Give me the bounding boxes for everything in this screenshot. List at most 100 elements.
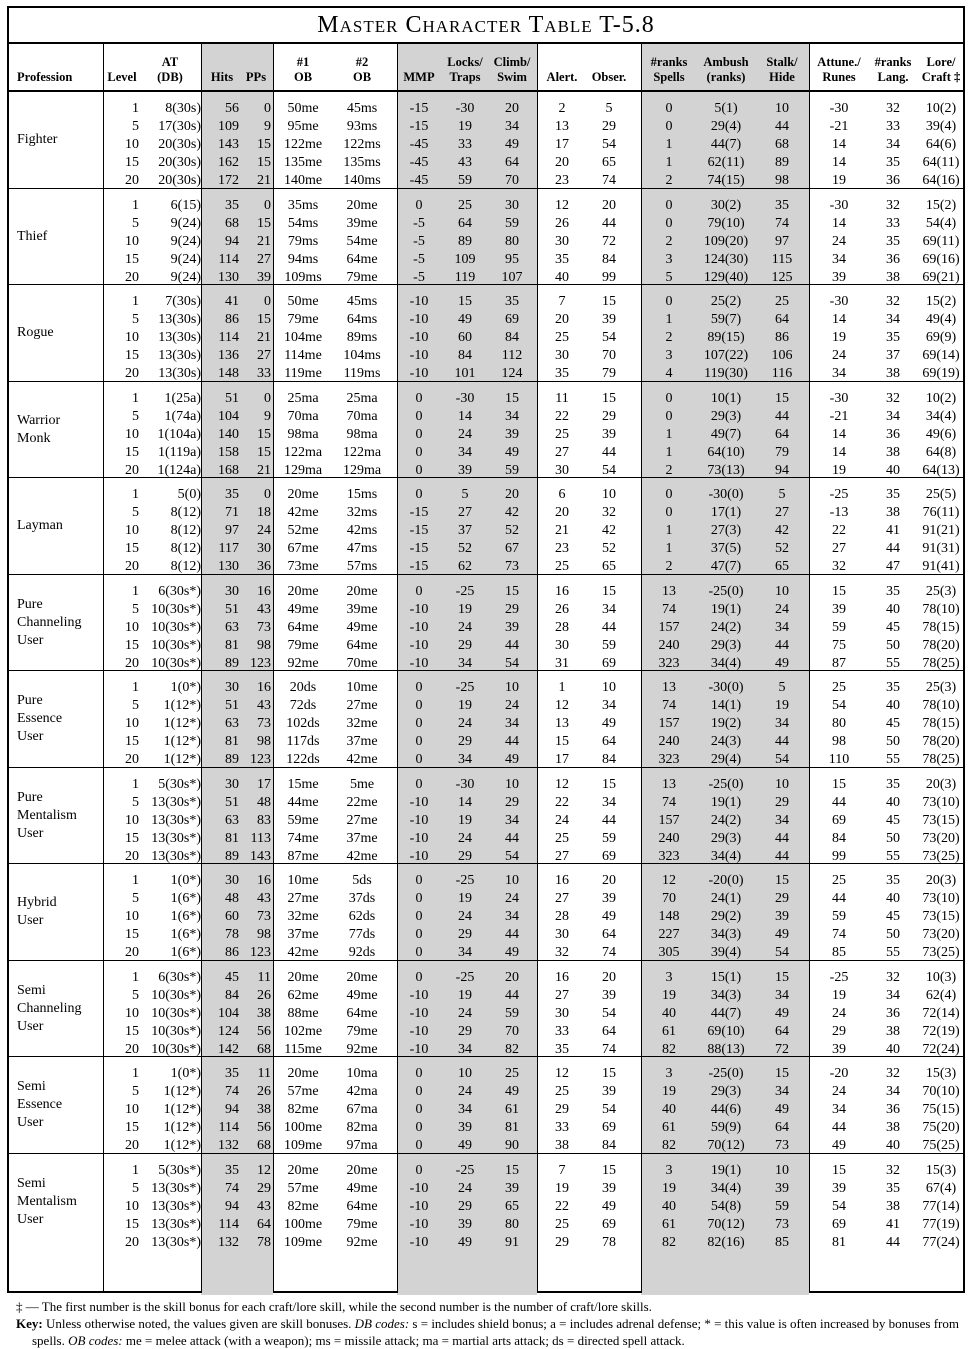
table-cell: 38	[555, 1138, 569, 1153]
table-cell: 78(20)	[922, 637, 960, 653]
table-cell: 1(74a)	[164, 408, 201, 424]
table-cell: 35	[225, 1066, 239, 1081]
table-cell: 24	[775, 601, 789, 617]
table-cell: 15	[257, 426, 271, 442]
table-cell: 39	[832, 1041, 846, 1057]
table-cell: 27me	[346, 698, 378, 713]
table-cell: 98ma	[287, 426, 319, 442]
table-cell: 40	[886, 1138, 900, 1153]
table-cell: 29	[832, 1023, 846, 1039]
table-cell: 1	[665, 541, 673, 556]
table-cell: 34	[602, 794, 616, 810]
table-cell: 79	[775, 444, 789, 460]
table-cell: 54	[602, 137, 616, 152]
table-cell: -25	[829, 487, 849, 502]
table-cell: 69(11)	[922, 233, 960, 249]
table-cell: 2	[665, 559, 673, 574]
table-cell: 50	[886, 734, 900, 749]
table-cell: 10	[505, 680, 519, 695]
table-cell: 39	[458, 1120, 472, 1135]
table-cell: 89	[225, 752, 239, 767]
table-cell: 98	[257, 637, 271, 653]
table-cell: 37me	[346, 830, 378, 846]
table-cell: 1(12*)	[163, 1138, 201, 1153]
table-cell: 124	[501, 366, 523, 381]
table-cell: 76(11)	[922, 505, 960, 520]
column-header: #ranks Lang.	[874, 55, 912, 84]
table-cell: 0	[665, 505, 673, 520]
table-cell: 12	[662, 873, 676, 888]
table-cell: 10(30s*)	[151, 987, 201, 1003]
table-cell: -5	[413, 233, 425, 249]
table-cell: 34	[458, 752, 472, 767]
table-cell: 24	[832, 348, 846, 363]
table-cell: 8(12)	[170, 505, 201, 520]
table-cell: 12	[555, 698, 569, 713]
table-cell: -5	[413, 215, 425, 231]
table-cell: 74	[832, 927, 846, 942]
table-cell: 49	[505, 752, 519, 767]
table-cell: 34	[505, 716, 519, 731]
table-cell: 69	[602, 1120, 616, 1135]
table-cell: 52	[458, 541, 472, 556]
table-cell: 10	[125, 716, 139, 731]
table-cell: 33	[257, 366, 271, 381]
table-cell: 157	[658, 716, 680, 731]
table-cell: 20	[125, 559, 139, 574]
table-cell: 35	[886, 776, 900, 792]
table-cell: 33	[555, 1023, 569, 1039]
table-cell: 34	[458, 444, 472, 460]
table-cell: 34	[505, 119, 519, 134]
table-cell: 72ds	[289, 698, 317, 713]
table-cell: 74	[602, 173, 616, 188]
table-cell: 45	[886, 619, 900, 635]
table-cell: 70me	[346, 655, 378, 671]
table-cell: 32	[832, 559, 846, 574]
table-cell: 44	[505, 637, 519, 653]
table-cell: 49(4)	[925, 312, 957, 327]
table-cell: 30	[225, 873, 239, 888]
table-cell: 54	[505, 848, 519, 864]
table-cell: 16	[257, 583, 271, 599]
table-cell: 143	[250, 848, 271, 864]
table-cell: 10	[125, 1198, 139, 1214]
table-cell: -10	[409, 1234, 429, 1250]
table-cell: 50	[886, 637, 900, 653]
table-cell: 69(9)	[925, 330, 957, 345]
table-cell: 34	[886, 987, 900, 1003]
table-cell: 54	[775, 752, 789, 767]
table-cell: 0	[415, 776, 423, 792]
table-cell: -10	[409, 794, 429, 810]
table-cell: 10	[125, 1102, 139, 1117]
table-cell: 54me	[346, 233, 378, 249]
table-cell: 89	[775, 155, 789, 170]
table-cell: 84	[602, 752, 616, 767]
table-cell: 69(16)	[922, 251, 960, 267]
table-cell: 34(4)	[710, 848, 742, 864]
column-header: Profession	[17, 70, 73, 84]
column-header: Lore/Craft ‡	[921, 55, 961, 84]
table-cell: 44(7)	[710, 137, 742, 152]
table-cell: 82ma	[346, 1120, 378, 1135]
column-divider	[201, 42, 202, 1293]
table-cell: 29	[458, 637, 472, 653]
profession-block: Hybrid User 1 1(0*) 30 16 10me 5ds 0 -25 10 16 20 12 -…	[9, 864, 963, 961]
table-cell: 24	[505, 891, 519, 906]
table-cell: 92ds	[348, 945, 376, 960]
table-cell: 20	[125, 366, 139, 381]
table-cell: 15	[125, 637, 139, 653]
table-cell: 157	[658, 619, 680, 635]
table-cell: 49(6)	[925, 426, 957, 442]
table-cell: 32	[886, 390, 900, 406]
table-cell: 15	[505, 390, 519, 406]
table-cell: 10	[505, 776, 519, 792]
table-cell: 19(1)	[710, 601, 742, 617]
table-cell: 37me	[346, 734, 378, 749]
table-cell: 45	[886, 909, 900, 924]
table-cell: 45	[886, 716, 900, 731]
table-cell: 10(30s*)	[151, 637, 201, 653]
table-cell: 37me	[287, 927, 319, 942]
table-cell: -5	[413, 269, 425, 285]
table-cell: 104	[218, 1005, 239, 1021]
table-cell: 92me	[287, 655, 319, 671]
